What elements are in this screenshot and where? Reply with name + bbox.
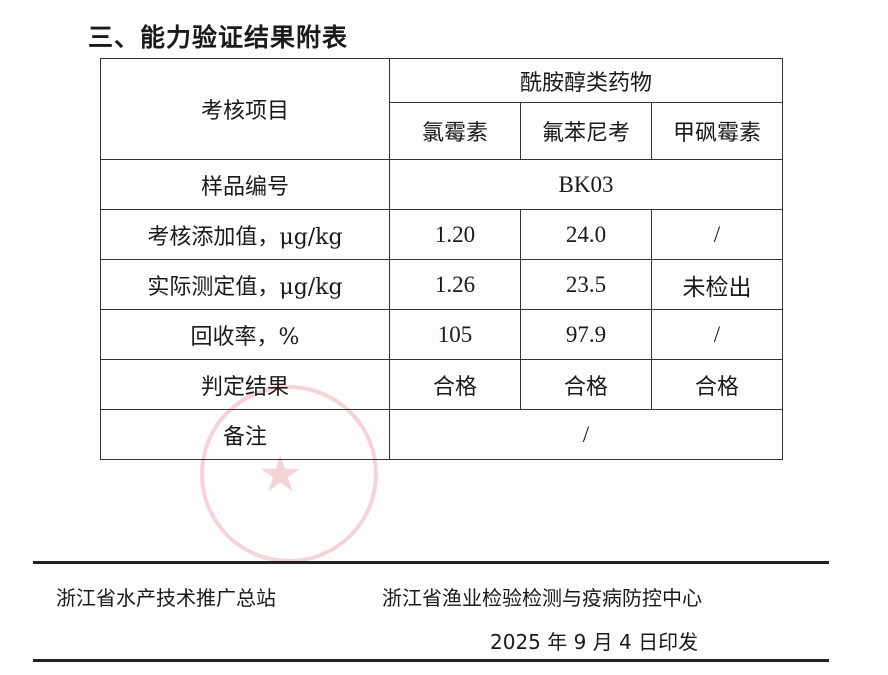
cell: / <box>651 209 783 260</box>
cell: 1.26 <box>389 259 521 310</box>
cell: 97.9 <box>520 309 652 360</box>
row-label: 备注 <box>100 409 390 460</box>
divider <box>33 659 829 662</box>
row-label: 判定结果 <box>100 359 390 410</box>
cell: 23.5 <box>520 259 652 310</box>
cell: 合格 <box>651 359 783 410</box>
cell: 未检出 <box>651 259 783 310</box>
cell: 合格 <box>389 359 521 410</box>
remark: / <box>389 409 783 460</box>
table-row: 回收率，% 105 97.9 / <box>100 309 783 360</box>
header-drug: 氟苯尼考 <box>520 102 652 160</box>
cell: 105 <box>389 309 521 360</box>
issuer-2: 浙江省渔业检验检测与疫病防控中心 <box>382 586 702 610</box>
issue-date: 2025 年 9 月 4 日印发 <box>490 630 699 654</box>
cell: 24.0 <box>520 209 652 260</box>
header-drug: 甲砜霉素 <box>651 102 783 160</box>
divider <box>33 561 829 564</box>
header-drug: 氯霉素 <box>389 102 521 160</box>
section-title: 三、能力验证结果附表 <box>88 23 349 52</box>
cell: / <box>651 309 783 360</box>
row-label: 回收率，% <box>100 309 390 360</box>
sample-id: BK03 <box>389 159 783 210</box>
row-label: 实际测定值，μg/kg <box>100 259 390 310</box>
table-row: 判定结果 合格 合格 合格 <box>100 359 783 410</box>
header-item: 考核项目 <box>100 58 390 160</box>
table-row: 考核添加值，μg/kg 1.20 24.0 / <box>100 209 783 260</box>
table-row: 实际测定值，μg/kg 1.26 23.5 未检出 <box>100 259 783 310</box>
cell: 1.20 <box>389 209 521 260</box>
issuer-1: 浙江省水产技术推广总站 <box>56 586 276 610</box>
results-table: 考核项目 酰胺醇类药物 氯霉素 氟苯尼考 甲砜霉素 样品编号 BK03 考核添加… <box>100 58 783 460</box>
row-label: 考核添加值，μg/kg <box>100 209 390 260</box>
header-group: 酰胺醇类药物 <box>389 58 783 103</box>
cell: 合格 <box>520 359 652 410</box>
row-label: 样品编号 <box>100 159 390 210</box>
